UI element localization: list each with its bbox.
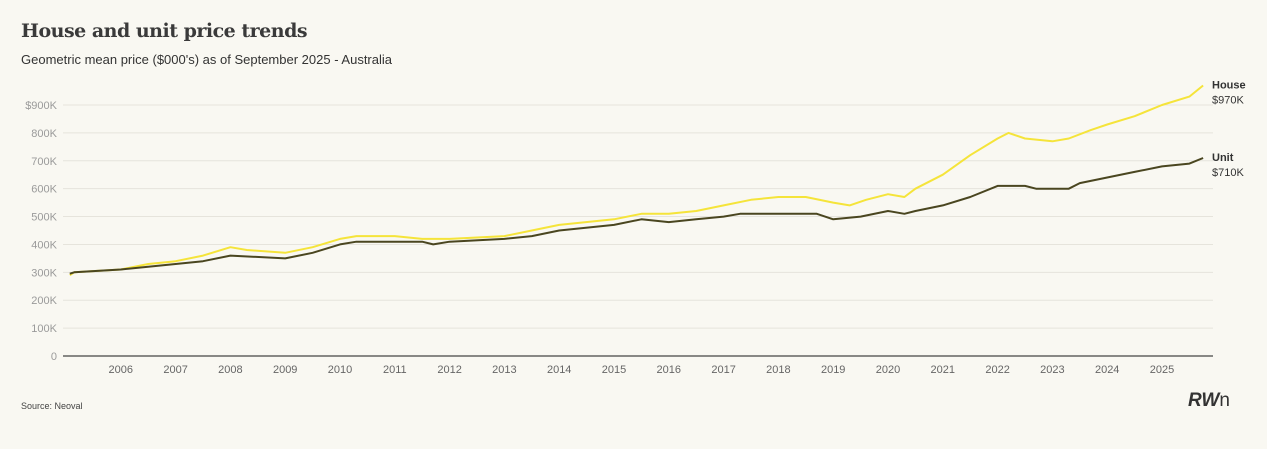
x-tick-label: 2021 xyxy=(931,364,955,376)
x-tick-label: 2009 xyxy=(273,364,297,376)
series-line-unit xyxy=(69,157,1204,275)
x-tick-label: 2015 xyxy=(602,364,626,376)
source-note: Source: Neoval xyxy=(21,401,83,411)
chart-title: House and unit price trends xyxy=(21,20,308,42)
x-tick-label: 2006 xyxy=(109,364,133,376)
x-tick-label: 2013 xyxy=(492,364,516,376)
series-value-unit: $710K xyxy=(1212,167,1244,179)
chart-subtitle: Geometric mean price ($000's) as of Sept… xyxy=(21,52,392,67)
y-tick-label: 500K xyxy=(31,212,57,224)
x-tick-label: 2008 xyxy=(218,364,242,376)
y-tick-label: 800K xyxy=(31,128,57,140)
series-label-house: House xyxy=(1212,79,1246,91)
series-value-house: $970K xyxy=(1212,94,1244,106)
y-tick-label: 0 xyxy=(51,351,57,363)
x-tick-label: 2023 xyxy=(1040,364,1064,376)
x-tick-label: 2018 xyxy=(766,364,790,376)
x-tick-label: 2007 xyxy=(163,364,187,376)
y-tick-label: 400K xyxy=(31,239,57,251)
y-tick-label: 700K xyxy=(31,156,57,168)
x-tick-label: 2024 xyxy=(1095,364,1119,376)
x-tick-label: 2014 xyxy=(547,364,571,376)
x-tick-label: 2019 xyxy=(821,364,845,376)
x-tick-label: 2016 xyxy=(657,364,681,376)
x-tick-label: 2010 xyxy=(328,364,352,376)
x-tick-label: 2025 xyxy=(1150,364,1174,376)
y-tick-label: 200K xyxy=(31,295,57,307)
series-label-unit: Unit xyxy=(1212,152,1234,164)
y-tick-label: 600K xyxy=(31,184,57,196)
x-tick-label: 2020 xyxy=(876,364,900,376)
rwn-logo: RWn xyxy=(1188,390,1230,411)
series-line-house xyxy=(69,84,1204,276)
x-tick-label: 2017 xyxy=(711,364,735,376)
x-tick-label: 2022 xyxy=(985,364,1009,376)
y-tick-label: 100K xyxy=(31,323,57,335)
y-tick-label: 300K xyxy=(31,267,57,279)
x-tick-label: 2012 xyxy=(437,364,461,376)
x-tick-label: 2011 xyxy=(383,364,407,376)
y-tick-label: $900K xyxy=(25,100,57,112)
